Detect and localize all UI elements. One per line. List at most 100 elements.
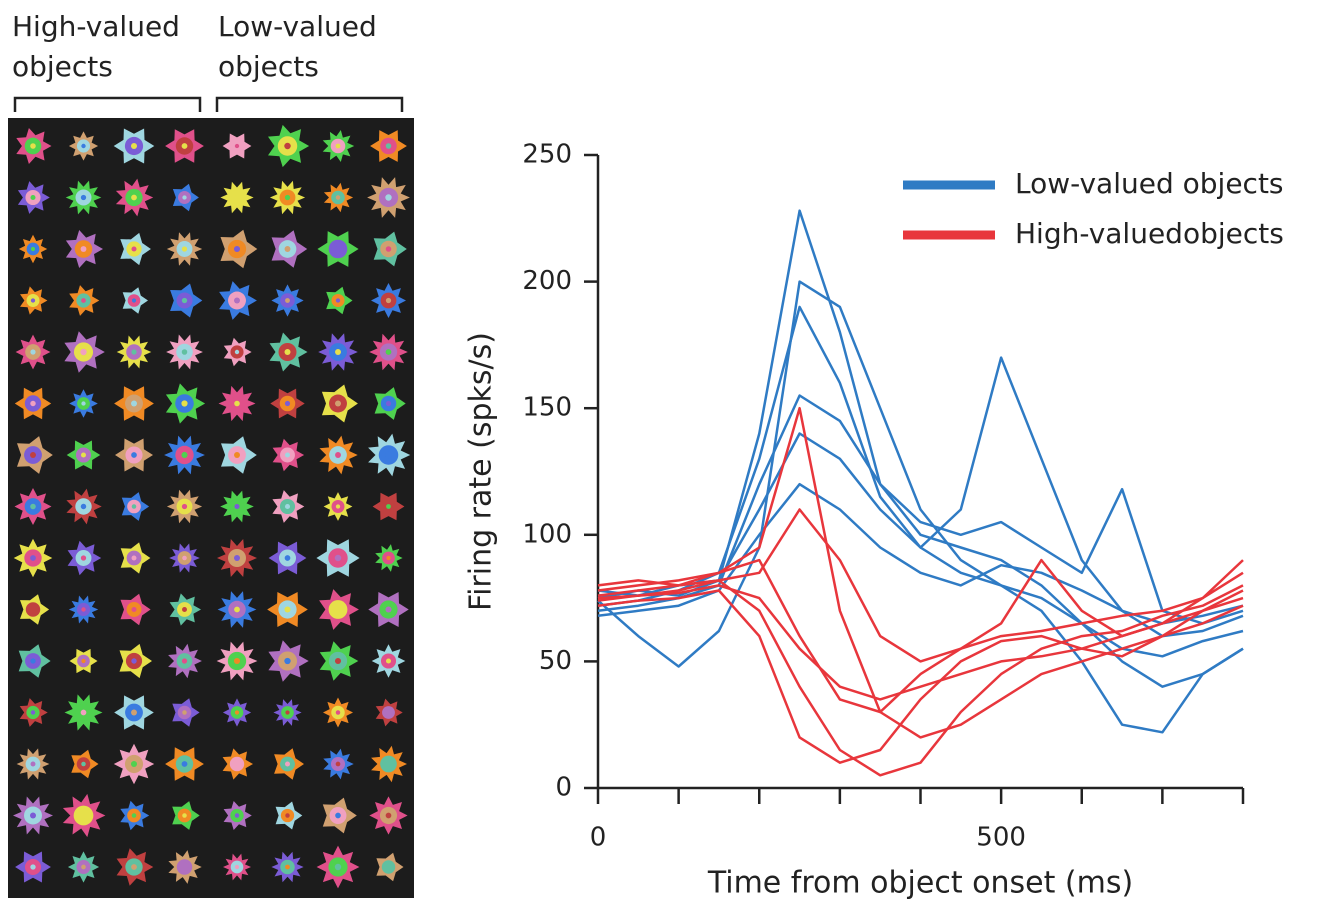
object-center — [285, 710, 290, 715]
object-center — [181, 503, 188, 510]
object-center — [335, 298, 341, 303]
object-center — [386, 864, 391, 870]
trace — [597, 394, 1244, 625]
object-center — [234, 813, 240, 818]
object-center — [284, 348, 291, 356]
object-center — [80, 452, 87, 458]
object-center — [131, 452, 137, 458]
objects — [13, 124, 411, 889]
object-center — [284, 400, 291, 407]
object-center — [335, 504, 341, 509]
object-center — [130, 760, 138, 768]
object-center — [284, 246, 291, 252]
object-center — [80, 246, 87, 252]
chart: 0 50 100 150 200 250 0 500 Time from object onse… — [464, 140, 1284, 900]
object-center — [81, 298, 86, 303]
left-panel: High-valued objects Low-valued objects — [8, 10, 414, 898]
object-center — [234, 503, 240, 510]
object-grid — [8, 118, 414, 898]
object-center — [30, 710, 36, 715]
object-center — [284, 194, 291, 201]
object-center — [385, 606, 392, 613]
object-center — [234, 761, 240, 767]
y-tick-label: 150 — [522, 393, 572, 423]
object-center — [30, 503, 36, 510]
object-center — [234, 349, 240, 355]
trace — [597, 209, 1244, 658]
object-center — [284, 657, 291, 665]
object-center — [30, 194, 36, 201]
object-center — [233, 245, 241, 253]
object-center — [285, 813, 290, 818]
object-center — [182, 813, 187, 818]
object-center — [234, 195, 240, 200]
trace — [597, 482, 1244, 625]
object-center — [80, 194, 87, 201]
object-center — [182, 555, 187, 561]
object-center — [131, 349, 137, 355]
object-center — [385, 194, 392, 201]
object-center — [80, 812, 87, 819]
object-center — [81, 607, 86, 612]
object-center — [234, 864, 240, 870]
y-tick-label: 50 — [539, 646, 572, 676]
object-center — [234, 452, 240, 458]
object-center — [181, 864, 188, 870]
object-center — [131, 813, 137, 818]
object-center — [335, 710, 341, 715]
object-center — [335, 452, 341, 458]
object-center — [30, 298, 36, 303]
trace — [597, 579, 1244, 777]
object-center — [234, 710, 240, 715]
object-center — [334, 863, 342, 871]
object-center — [181, 761, 188, 767]
object-center — [335, 195, 341, 200]
bracket — [13, 96, 202, 112]
object-center — [181, 658, 188, 664]
y-tick-label: 200 — [522, 266, 572, 296]
object-center — [385, 761, 392, 767]
object-center — [181, 451, 188, 459]
y-tick-label: 0 — [555, 773, 572, 803]
object-center — [30, 761, 36, 767]
object-center — [81, 864, 86, 870]
object-center — [131, 658, 137, 664]
object-center — [182, 195, 187, 200]
low-label: objects — [218, 50, 319, 83]
object-center — [30, 555, 36, 561]
object-center — [385, 297, 392, 304]
object-center — [234, 400, 240, 407]
y-axis-label: Firing rate (spks/s) — [464, 332, 499, 611]
object-center — [335, 761, 341, 767]
y-tick-label: 100 — [522, 519, 572, 549]
object-center — [30, 452, 36, 458]
object-center — [30, 246, 36, 252]
object-center — [131, 864, 137, 870]
object-center — [181, 297, 188, 304]
object-center — [385, 658, 392, 664]
object-center — [335, 143, 341, 149]
object-center — [30, 864, 36, 870]
object-center — [334, 554, 342, 562]
object-center — [80, 555, 87, 561]
object-center — [284, 142, 291, 150]
high-label: objects — [12, 50, 113, 83]
object-center — [80, 503, 87, 510]
object-center — [335, 400, 341, 407]
object-center — [30, 607, 36, 612]
object-center — [81, 658, 86, 664]
object-center — [30, 400, 36, 407]
x-tick-label: 500 — [976, 823, 1026, 853]
object-center — [385, 143, 392, 149]
object-center — [284, 503, 291, 510]
object-center — [233, 554, 241, 562]
object-center — [385, 400, 392, 407]
object-center — [182, 710, 187, 715]
object-center — [234, 143, 240, 149]
object-center — [385, 451, 392, 459]
object-center — [284, 606, 291, 613]
high-label: High-valued — [12, 10, 180, 43]
object-center — [131, 709, 137, 716]
object-center — [181, 400, 188, 407]
